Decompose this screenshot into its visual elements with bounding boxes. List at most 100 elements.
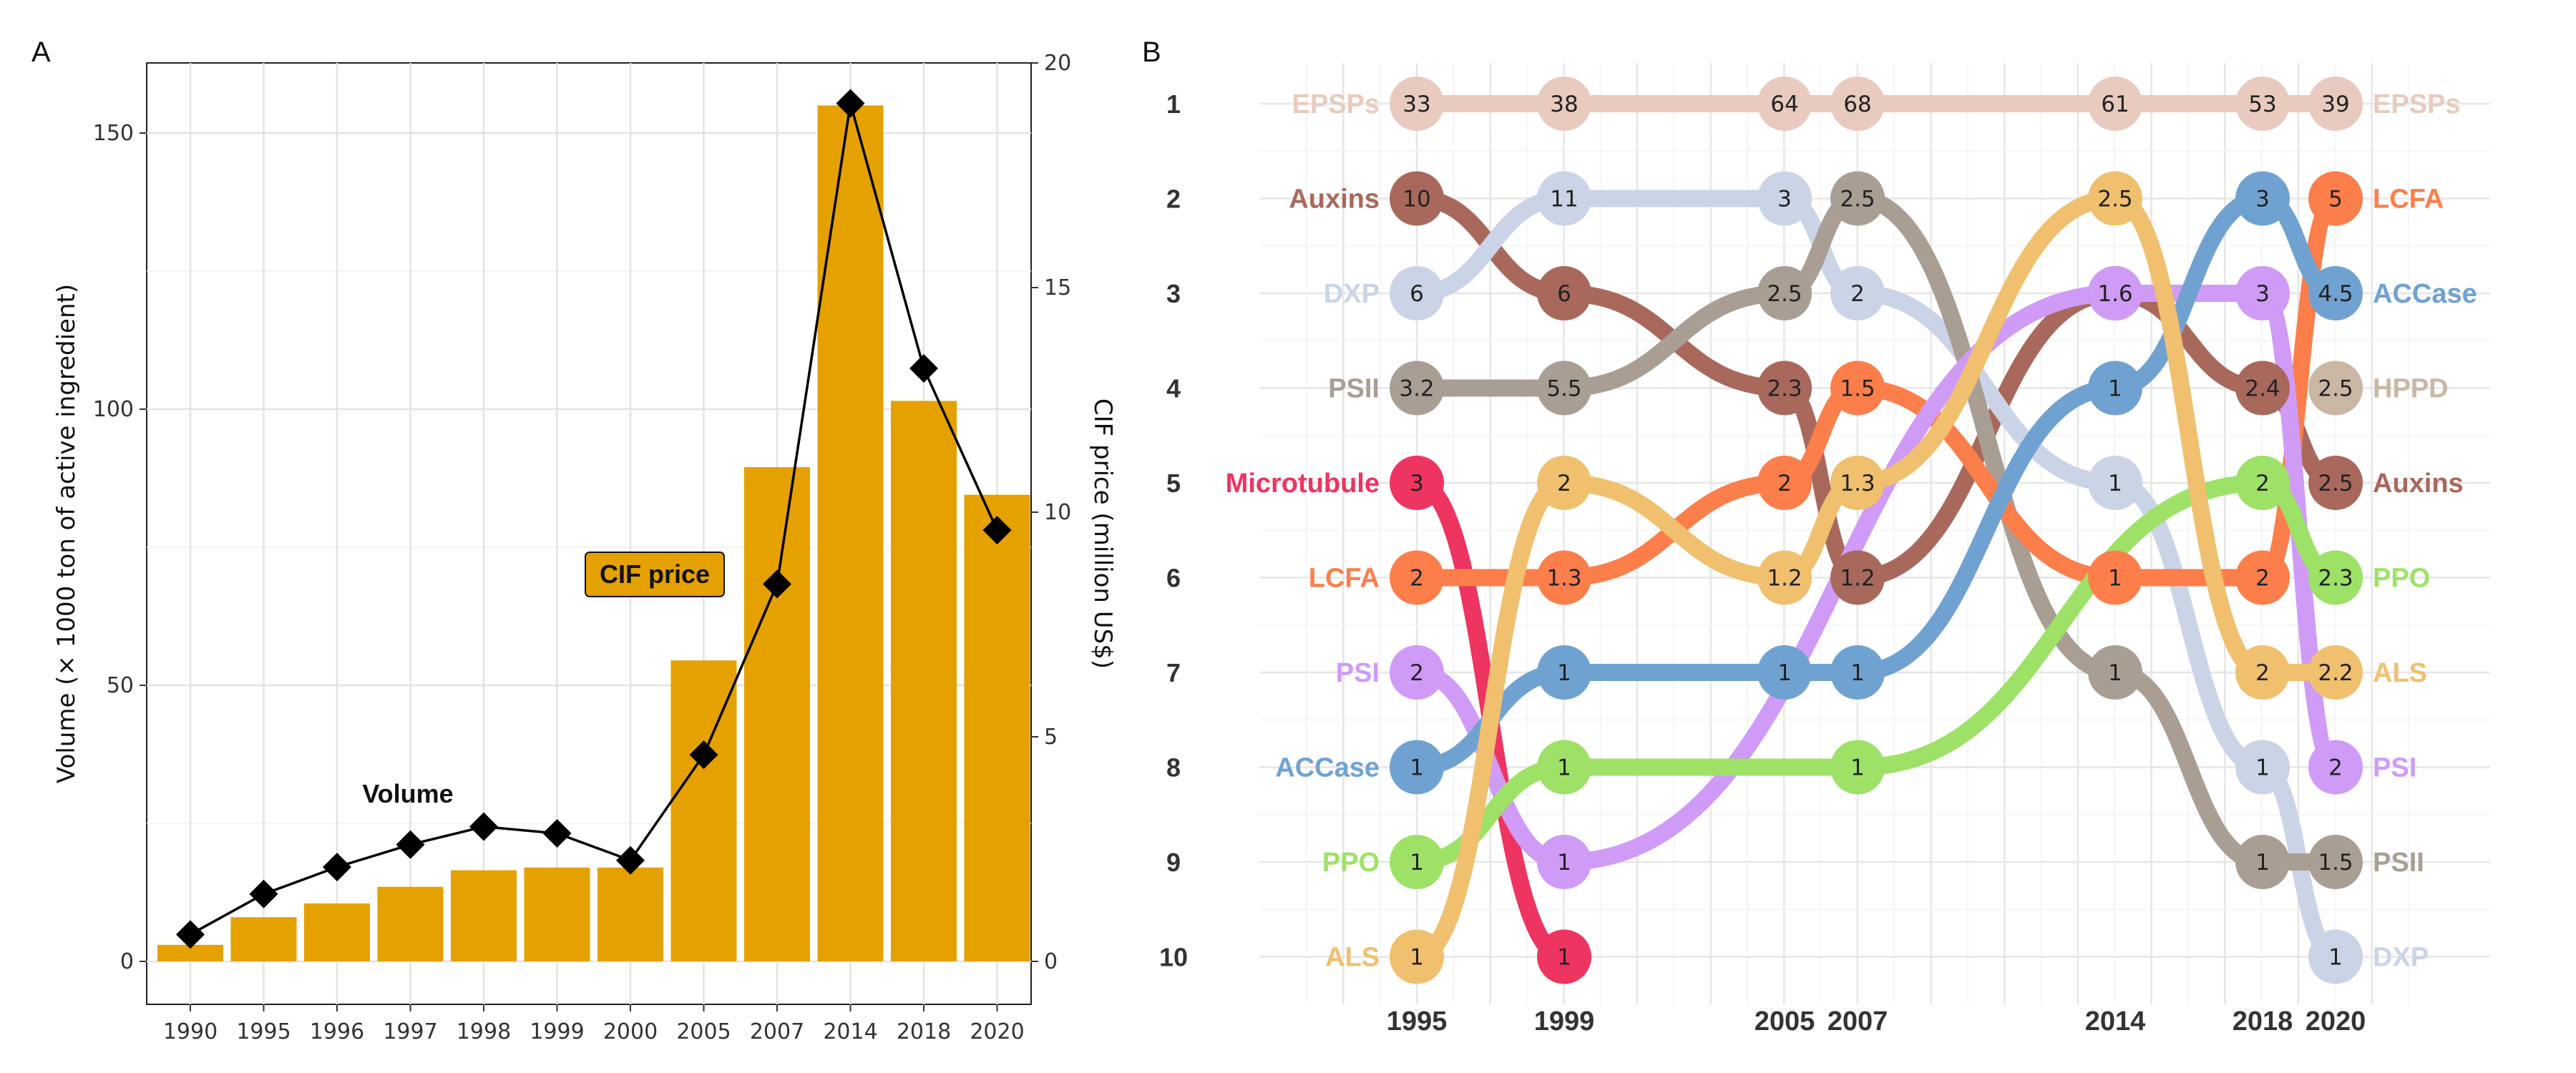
node-value: 1 (1777, 660, 1792, 686)
node-value: 2.5 (2318, 471, 2353, 496)
series-label-right: ALS (2373, 658, 2427, 688)
node-value: 1 (1850, 660, 1865, 686)
x-tick-label: 1995 (236, 1019, 291, 1044)
volume-bar (157, 944, 223, 961)
bump-line-psii (1408, 190, 2344, 871)
node-dxp (1830, 266, 1885, 320)
node-value: 1 (1410, 945, 1424, 971)
node-auxins (1537, 266, 1591, 320)
node-auxins (1390, 171, 1444, 226)
node-lcfa (1830, 361, 1885, 416)
node-dxp (1757, 171, 1812, 226)
node-value: 1 (2108, 660, 2122, 686)
series-label-right: DXP (2373, 943, 2429, 973)
panel-b-nodes: 333864686153391062.31.21.62.42.561132111… (1390, 77, 2363, 984)
panel-a-chart: 0 50 100 150 0 5 10 15 20 1990 1995 1996 1997 1998 199… (52, 51, 1117, 1044)
node-value: 1 (1557, 660, 1571, 686)
node-value: 2.5 (2097, 187, 2132, 212)
node-epsps (1830, 77, 1885, 131)
series-label-left: PSI (1336, 658, 1380, 688)
series-label-left: Microtubule (1226, 469, 1380, 499)
price-marker (396, 830, 425, 859)
node-hppd (2308, 361, 2363, 416)
volume-bar (891, 401, 957, 961)
y-tick-label: 100 (93, 397, 134, 422)
rank-label: 9 (1166, 848, 1181, 877)
node-value: 5 (2328, 187, 2343, 212)
series-label-left: DXP (1324, 279, 1380, 309)
series-label-left: EPSPs (1292, 89, 1380, 119)
volume-bar (377, 886, 444, 961)
volume-bar (964, 494, 1030, 961)
series-label-left: PSII (1328, 374, 1380, 404)
node-dxp (2088, 456, 2142, 510)
node-als (1830, 456, 1885, 510)
node-value: 1.3 (1840, 471, 1875, 496)
node-value: 3.2 (1399, 376, 1434, 402)
price-marker (982, 516, 1012, 545)
y-axis-title-left: Volume (× 1000 ton of active ingredient) (52, 284, 81, 783)
node-value: 2.4 (2245, 376, 2280, 402)
series-label-right: PSI (2373, 753, 2416, 783)
node-als (1757, 550, 1812, 605)
node-value: 2 (1850, 281, 1865, 307)
node-microtubule (1390, 456, 1444, 510)
node-epsps (2308, 77, 2363, 131)
node-ppo (2235, 456, 2290, 510)
node-value: 2 (2328, 755, 2343, 781)
x-tick-label: 1990 (163, 1019, 218, 1044)
node-dxp (1390, 266, 1444, 320)
node-auxins (2235, 361, 2290, 416)
volume-bar (744, 467, 810, 961)
node-als (2088, 171, 2142, 226)
node-ppo (1537, 740, 1591, 795)
series-label-right: EPSPs (2373, 89, 2461, 119)
node-value: 53 (2248, 92, 2276, 117)
node-dxp (1537, 171, 1591, 226)
year-label: 1995 (1387, 1006, 1448, 1037)
x-tick-label: 2020 (970, 1019, 1024, 1044)
volume-bar (670, 660, 737, 961)
x-tick-label: 2005 (676, 1019, 731, 1044)
rank-label: 4 (1166, 374, 1181, 403)
node-value: 1 (2108, 376, 2122, 402)
node-lcfa (2308, 171, 2363, 226)
node-value: 2 (1410, 660, 1424, 686)
y2-tick-label: 0 (1044, 949, 1058, 974)
node-accase (2088, 361, 2142, 416)
node-als (1537, 456, 1591, 510)
y-tick-label: 50 (107, 673, 134, 698)
node-ppo (1390, 835, 1444, 889)
price-marker (763, 569, 791, 599)
node-psi (1390, 645, 1444, 700)
node-value: 1 (1850, 755, 1865, 781)
price-marker (909, 354, 938, 383)
node-epsps (1537, 77, 1591, 131)
panel-a-plot-border (146, 62, 1032, 1005)
node-lcfa (1757, 456, 1812, 510)
cif-price-annotation-box (585, 552, 725, 597)
x-tick-label: 2018 (897, 1019, 951, 1044)
rank-label: 6 (1166, 564, 1181, 593)
series-label-right: PSII (2373, 848, 2424, 878)
series-label-right: LCFA (2373, 185, 2444, 215)
node-value: 3 (2255, 281, 2270, 307)
rank-label: 10 (1159, 943, 1188, 972)
node-psii (1830, 171, 1885, 226)
node-value: 1 (2255, 850, 2270, 876)
node-psii (2235, 835, 2290, 889)
node-value: 5.5 (1546, 376, 1581, 402)
volume-bar (524, 867, 590, 961)
node-value: 2.3 (2318, 566, 2353, 592)
panel-b-axes: 1 2 3 4 5 6 7 8 9 10 1995 1999 2005 2007 2014 2018 2020 (1159, 89, 2366, 1037)
panel-letter-a: A (31, 36, 51, 68)
price-marker (249, 879, 278, 908)
y-tick-label: 150 (93, 121, 134, 146)
node-value: 33 (1402, 92, 1430, 117)
volume-bar (597, 867, 663, 961)
x-tick-label: 1996 (310, 1019, 364, 1044)
node-value: 2 (2255, 566, 2270, 592)
node-als (2235, 645, 2290, 700)
node-value: 6 (1410, 281, 1424, 307)
volume-bar (304, 903, 370, 961)
